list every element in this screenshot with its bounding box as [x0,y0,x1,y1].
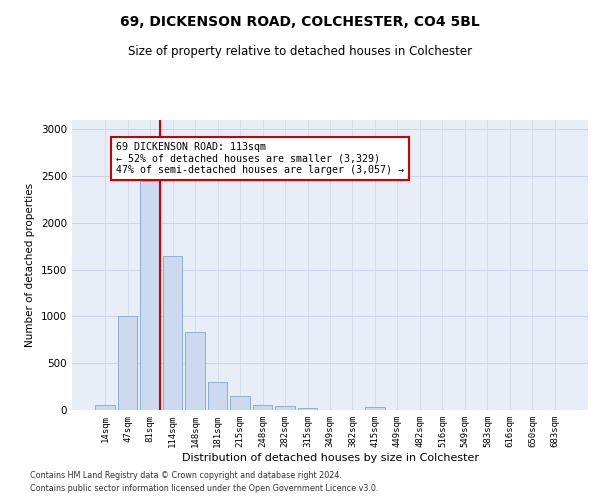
Bar [163,256,182,410]
Bar [275,406,295,410]
Bar [365,407,385,410]
Bar [140,181,160,410]
Bar [118,316,137,410]
Bar [208,382,227,410]
Text: 69 DICKENSON ROAD: 113sqm
← 52% of detached houses are smaller (3,329)
47% of se: 69 DICKENSON ROAD: 113sqm ← 52% of detac… [116,142,404,174]
Text: Contains public sector information licensed under the Open Government Licence v3: Contains public sector information licen… [30,484,379,493]
Bar [253,405,272,410]
Text: 69, DICKENSON ROAD, COLCHESTER, CO4 5BL: 69, DICKENSON ROAD, COLCHESTER, CO4 5BL [120,15,480,29]
Text: Contains HM Land Registry data © Crown copyright and database right 2024.: Contains HM Land Registry data © Crown c… [30,470,342,480]
Bar [95,405,115,410]
X-axis label: Distribution of detached houses by size in Colchester: Distribution of detached houses by size … [182,452,479,462]
Bar [230,396,250,410]
Bar [185,332,205,410]
Text: Size of property relative to detached houses in Colchester: Size of property relative to detached ho… [128,45,472,58]
Bar [298,408,317,410]
Y-axis label: Number of detached properties: Number of detached properties [25,183,35,347]
